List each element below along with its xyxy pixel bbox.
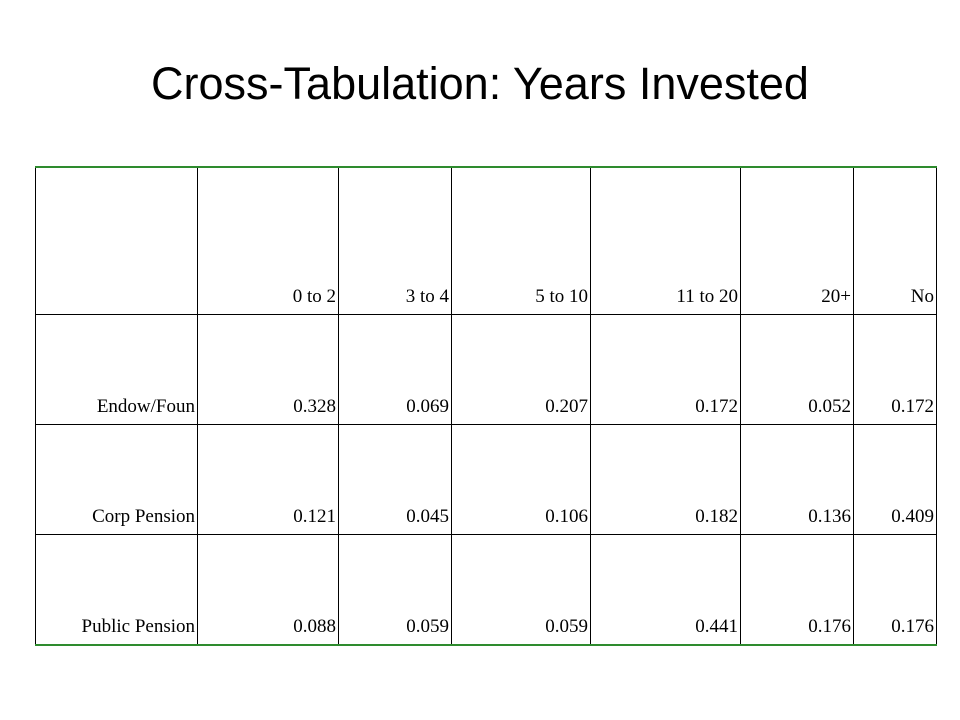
row-label-cell: Public Pension (35, 534, 198, 646)
value-cell: 0.136 (740, 424, 854, 535)
cell-value: 0.172 (891, 396, 934, 417)
cell-value: 0.088 (293, 616, 336, 637)
cell-value: 0.136 (808, 506, 851, 527)
header-cell: 5 to 10 (451, 166, 591, 315)
header-cell: No (853, 166, 937, 315)
row-label-cell: Corp Pension (35, 424, 198, 535)
header-cell: 11 to 20 (590, 166, 741, 315)
value-cell: 0.176 (853, 534, 937, 646)
value-cell: 0.106 (451, 424, 591, 535)
cell-value: 0.172 (695, 396, 738, 417)
data-row: Corp Pension 0.121 0.045 0.106 0.182 0.136 0.4… (35, 424, 937, 535)
header-text: 3 to 4 (405, 286, 449, 307)
row-label: Corp Pension (92, 506, 195, 527)
cell-value: 0.045 (406, 506, 449, 527)
row-label: Endow/Foun (96, 396, 195, 417)
cell-value: 0.182 (695, 506, 738, 527)
cell-value: 0.052 (808, 396, 851, 417)
value-cell: 0.052 (740, 314, 854, 425)
cell-value: 0.069 (406, 396, 449, 417)
row-label: Public Pension (81, 616, 195, 637)
header-cell (35, 166, 198, 315)
value-cell: 0.121 (197, 424, 339, 535)
cross-tab-table: 0 to 2 3 to 4 5 to 10 11 to 20 20+ No Endow/Fo… (35, 166, 937, 646)
value-cell: 0.045 (338, 424, 452, 535)
header-text: 0 to 2 (292, 286, 336, 307)
value-cell: 0.176 (740, 534, 854, 646)
header-cell: 3 to 4 (338, 166, 452, 315)
data-row: Public Pension 0.088 0.059 0.059 0.441 0.176 0… (35, 534, 937, 646)
row-label-cell: Endow/Foun (35, 314, 198, 425)
value-cell: 0.088 (197, 534, 339, 646)
value-cell: 0.059 (338, 534, 452, 646)
cell-value: 0.176 (808, 616, 851, 637)
header-cell: 20+ (740, 166, 854, 315)
value-cell: 0.172 (853, 314, 937, 425)
cell-value: 0.176 (891, 616, 934, 637)
cell-value: 0.059 (406, 616, 449, 637)
header-cell: 0 to 2 (197, 166, 339, 315)
header-text: 20+ (821, 286, 851, 307)
cell-value: 0.207 (545, 396, 588, 417)
table-body: 0 to 2 3 to 4 5 to 10 11 to 20 20+ No Endow/Fo… (35, 166, 937, 646)
value-cell: 0.441 (590, 534, 741, 646)
value-cell: 0.059 (451, 534, 591, 646)
header-row: 0 to 2 3 to 4 5 to 10 11 to 20 20+ No (35, 166, 937, 315)
header-text: 5 to 10 (535, 286, 588, 307)
cell-value: 0.059 (545, 616, 588, 637)
header-text: 11 to 20 (676, 286, 738, 307)
cell-value: 0.106 (545, 506, 588, 527)
value-cell: 0.182 (590, 424, 741, 535)
header-text: No (910, 286, 934, 307)
value-cell: 0.409 (853, 424, 937, 535)
cell-value: 0.441 (695, 616, 738, 637)
slide-title: Cross-Tabulation: Years Invested (151, 58, 809, 109)
data-row: Endow/Foun 0.328 0.069 0.207 0.172 0.052 0.172 (35, 314, 937, 425)
cell-value: 0.409 (891, 506, 934, 527)
value-cell: 0.207 (451, 314, 591, 425)
value-cell: 0.328 (197, 314, 339, 425)
cell-value: 0.328 (293, 396, 336, 417)
value-cell: 0.172 (590, 314, 741, 425)
value-cell: 0.069 (338, 314, 452, 425)
cell-value: 0.121 (293, 506, 336, 527)
